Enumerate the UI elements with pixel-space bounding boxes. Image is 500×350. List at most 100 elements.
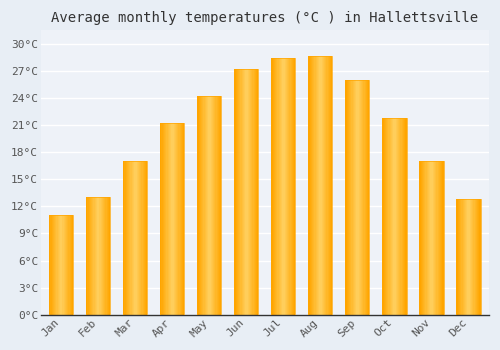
Bar <box>88 197 90 315</box>
Bar <box>53 216 54 315</box>
Bar <box>245 69 246 315</box>
Bar <box>65 216 66 315</box>
Bar <box>308 56 332 315</box>
Bar <box>346 80 370 315</box>
Bar <box>426 161 428 315</box>
Bar <box>462 199 464 315</box>
Title: Average monthly temperatures (°C ) in Hallettsville: Average monthly temperatures (°C ) in Ha… <box>52 11 478 25</box>
Bar <box>394 118 396 315</box>
Bar <box>160 124 162 315</box>
Bar <box>282 57 284 315</box>
Bar <box>176 124 177 315</box>
Bar <box>398 118 400 315</box>
Bar <box>102 197 103 315</box>
Bar <box>183 124 184 315</box>
Bar <box>64 216 65 315</box>
Bar <box>206 96 207 315</box>
Bar <box>213 96 214 315</box>
Bar <box>423 161 424 315</box>
Bar <box>252 69 254 315</box>
Bar <box>465 199 466 315</box>
Bar <box>322 56 323 315</box>
Bar <box>320 56 322 315</box>
Bar <box>397 118 398 315</box>
Bar <box>220 96 222 315</box>
Bar <box>208 96 210 315</box>
Bar <box>204 96 206 315</box>
Bar <box>139 161 140 315</box>
Bar <box>68 216 70 315</box>
Bar <box>472 199 474 315</box>
Bar <box>239 69 240 315</box>
Bar <box>212 96 213 315</box>
Bar <box>106 197 108 315</box>
Bar <box>460 199 462 315</box>
Bar <box>86 197 110 315</box>
Bar <box>330 56 332 315</box>
Bar <box>237 69 238 315</box>
Bar <box>388 118 390 315</box>
Bar <box>60 216 62 315</box>
Bar <box>278 57 280 315</box>
Bar <box>132 161 133 315</box>
Bar <box>91 197 92 315</box>
Bar <box>172 124 174 315</box>
Bar <box>328 56 329 315</box>
Bar <box>96 197 97 315</box>
Bar <box>311 56 312 315</box>
Bar <box>49 216 74 315</box>
Bar <box>352 80 354 315</box>
Bar <box>428 161 429 315</box>
Bar <box>319 56 320 315</box>
Bar <box>434 161 435 315</box>
Bar <box>140 161 141 315</box>
Bar <box>478 199 480 315</box>
Bar <box>441 161 442 315</box>
Bar <box>284 57 286 315</box>
Bar <box>165 124 166 315</box>
Bar <box>160 124 184 315</box>
Bar <box>318 56 319 315</box>
Bar <box>402 118 403 315</box>
Bar <box>396 118 397 315</box>
Bar <box>404 118 406 315</box>
Bar <box>49 216 50 315</box>
Bar <box>130 161 132 315</box>
Bar <box>255 69 256 315</box>
Bar <box>124 161 148 315</box>
Bar <box>314 56 316 315</box>
Bar <box>308 56 310 315</box>
Bar <box>90 197 91 315</box>
Bar <box>219 96 220 315</box>
Bar <box>72 216 74 315</box>
Bar <box>456 199 458 315</box>
Bar <box>210 96 212 315</box>
Bar <box>312 56 313 315</box>
Bar <box>354 80 355 315</box>
Bar <box>275 57 276 315</box>
Bar <box>138 161 139 315</box>
Bar <box>171 124 172 315</box>
Bar <box>432 161 434 315</box>
Bar <box>477 199 478 315</box>
Bar <box>254 69 255 315</box>
Bar <box>288 57 290 315</box>
Bar <box>248 69 249 315</box>
Bar <box>385 118 386 315</box>
Bar <box>236 69 237 315</box>
Bar <box>323 56 324 315</box>
Bar <box>420 161 444 315</box>
Bar <box>94 197 96 315</box>
Bar <box>98 197 100 315</box>
Bar <box>133 161 134 315</box>
Bar <box>124 161 126 315</box>
Bar <box>456 199 480 315</box>
Bar <box>86 197 88 315</box>
Bar <box>251 69 252 315</box>
Bar <box>97 197 98 315</box>
Bar <box>50 216 51 315</box>
Bar <box>468 199 469 315</box>
Bar <box>310 56 311 315</box>
Bar <box>326 56 328 315</box>
Bar <box>59 216 60 315</box>
